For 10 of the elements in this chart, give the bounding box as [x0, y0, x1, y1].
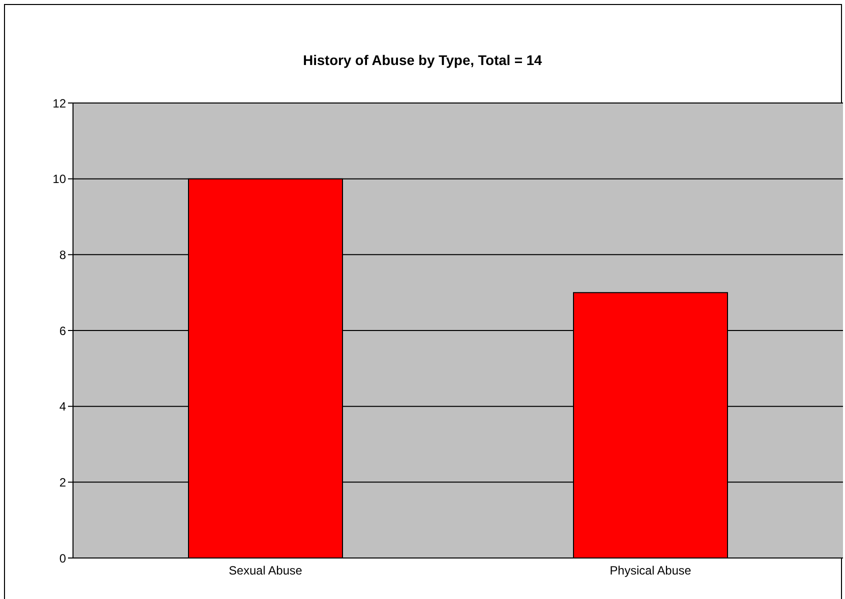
y-tick-label: 8 [59, 248, 66, 262]
y-tick-label: 12 [52, 96, 66, 110]
chart-title: History of Abuse by Type, Total = 14 [302, 52, 543, 68]
y-tick-label: 0 [59, 551, 66, 566]
x-tick-label: Sexual Abuse [228, 564, 303, 578]
y-tick-label: 6 [59, 324, 66, 338]
y-tick-label: 2 [59, 475, 66, 490]
y-tick-label: 10 [52, 172, 66, 186]
y-tick-label: 4 [59, 400, 66, 414]
x-tick-label: Physical Abuse [610, 564, 692, 578]
